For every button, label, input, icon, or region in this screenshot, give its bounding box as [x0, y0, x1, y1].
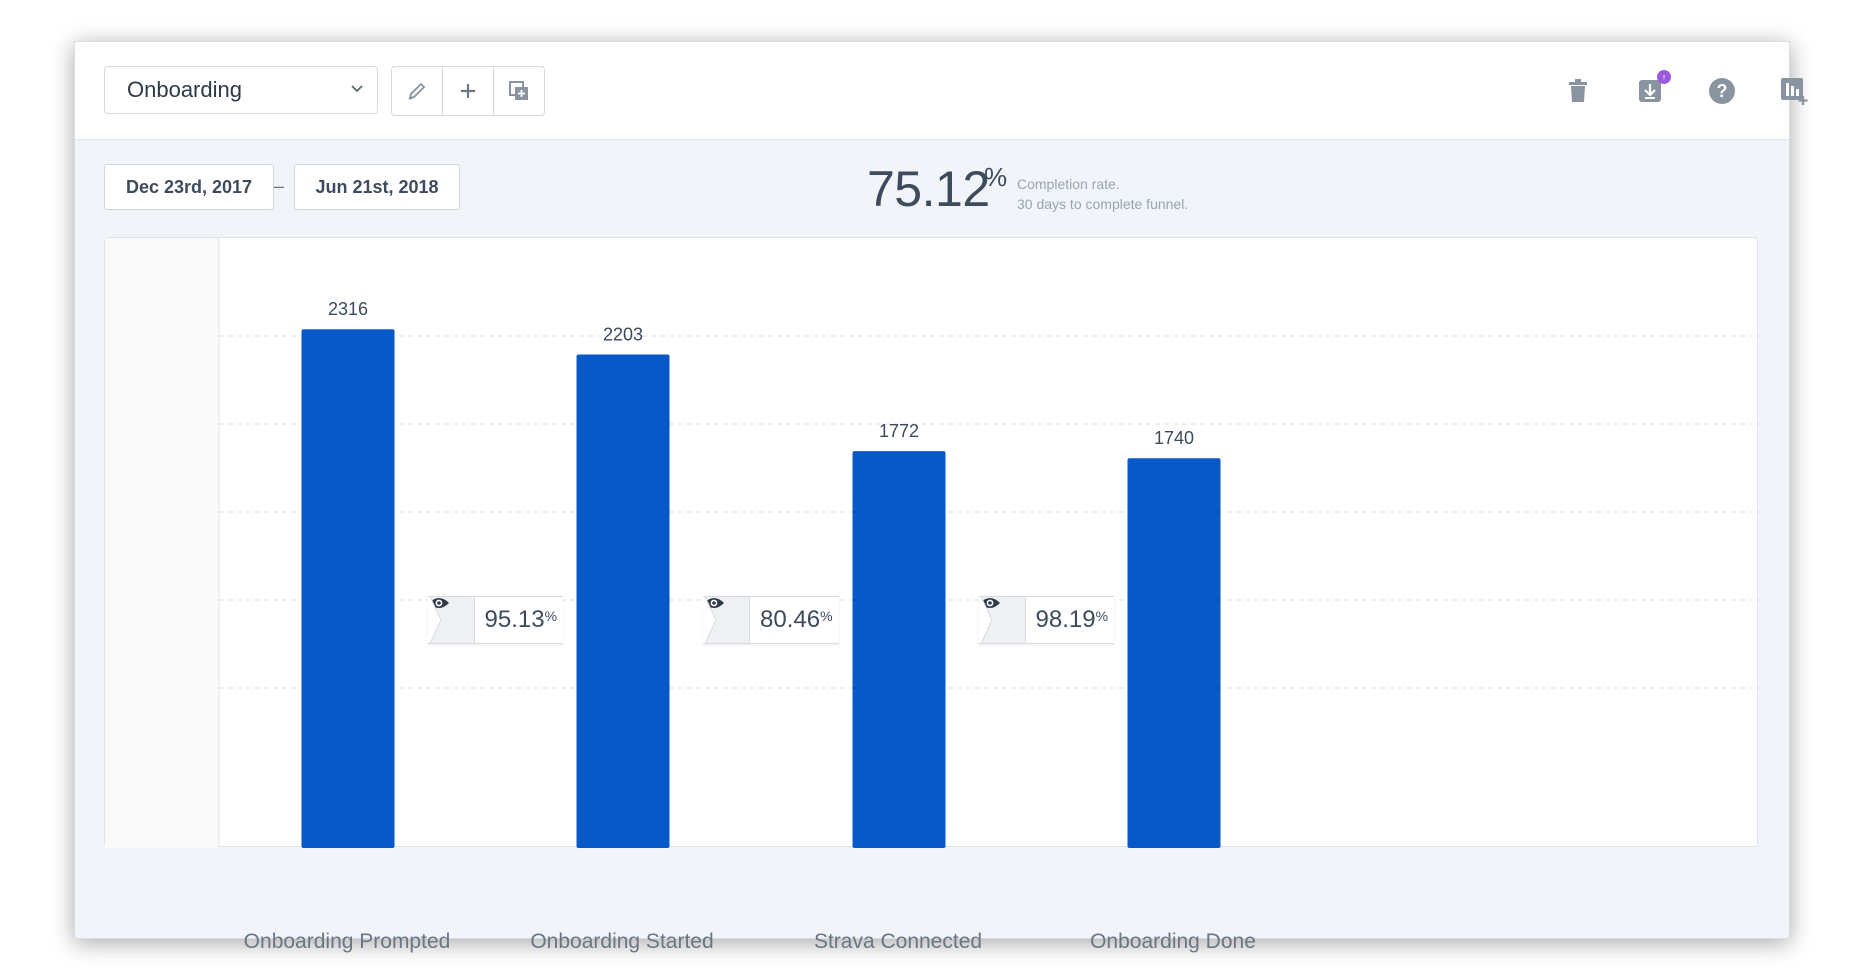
- conversion-rate-tag[interactable]: 95.13%: [427, 596, 564, 644]
- conversion-rate-tag[interactable]: 98.19%: [978, 596, 1115, 644]
- funnel-bar-4[interactable]: [1127, 458, 1221, 848]
- category-label: Strava Connected: [813, 930, 983, 953]
- duplicate-icon: [509, 81, 528, 100]
- date-end-picker[interactable]: Jun 21st, 2018: [294, 164, 460, 210]
- edit-icon: [408, 82, 426, 100]
- svg-text:?: ?: [1717, 81, 1728, 101]
- chart-left-gutter: [105, 238, 219, 848]
- plus-icon: [461, 84, 475, 98]
- category-label: Onboarding Done: [1090, 930, 1256, 953]
- category-label: Onboarding Prompted: [243, 930, 451, 953]
- conversion-rate-value: 95.13%: [473, 596, 564, 644]
- bar-value-label: 1740: [1154, 428, 1194, 448]
- delete-button[interactable]: [1555, 66, 1601, 116]
- notification-badge: ↑: [1657, 70, 1671, 84]
- toolbar: Onboarding: [75, 42, 1808, 140]
- conversion-rate-value: 80.46%: [749, 596, 839, 644]
- date-range-separator: –: [274, 176, 285, 196]
- add-chart-icon: [1781, 78, 1808, 105]
- funnel-bar-2[interactable]: [576, 354, 670, 848]
- funnel-chart-svg: 2316 2203 1772 1740: [105, 238, 1759, 848]
- bar-value-label: 2203: [603, 325, 643, 345]
- help-icon: ?: [1709, 78, 1735, 104]
- funnel-select-value: Onboarding: [127, 77, 242, 102]
- add-funnel-button[interactable]: [443, 67, 494, 115]
- trash-icon: [1569, 79, 1587, 102]
- conversion-rate-tag[interactable]: 80.46%: [703, 596, 839, 644]
- completion-rate-percent: %: [984, 162, 1008, 192]
- duplicate-funnel-button[interactable]: [494, 67, 544, 115]
- download-icon: [1639, 80, 1661, 102]
- export-button[interactable]: ↑: [1627, 66, 1673, 116]
- edit-funnel-button[interactable]: [392, 67, 443, 115]
- funnel-panel: Onboarding: [74, 41, 1808, 953]
- category-label: Onboarding Started: [530, 930, 714, 953]
- conversion-rate-value: 98.19%: [1024, 596, 1115, 644]
- completion-rate-value: 75.12: [867, 161, 990, 217]
- chevron-down-icon: [351, 85, 363, 93]
- funnel-bar-1[interactable]: [301, 329, 395, 848]
- completion-rate-description: Completion rate. 30 days to complete fun…: [1017, 174, 1277, 214]
- bar-value-label: 1772: [879, 421, 919, 441]
- funnel-bar-3[interactable]: [852, 451, 946, 848]
- add-to-dashboard-button[interactable]: [1771, 66, 1817, 116]
- funnel-action-group: [391, 66, 545, 116]
- help-button[interactable]: ?: [1699, 66, 1745, 116]
- funnel-chart: 2316 2203 1772 1740 95.13% 80.46% 98.19%: [104, 237, 1759, 848]
- funnel-select[interactable]: Onboarding: [104, 66, 378, 114]
- completion-rate-label: Completion rate.: [1017, 176, 1120, 192]
- date-start-picker[interactable]: Dec 23rd, 2017: [104, 164, 274, 210]
- funnel-window-label: 30 days to complete funnel.: [1017, 196, 1189, 212]
- bar-value-label: 2316: [328, 299, 368, 319]
